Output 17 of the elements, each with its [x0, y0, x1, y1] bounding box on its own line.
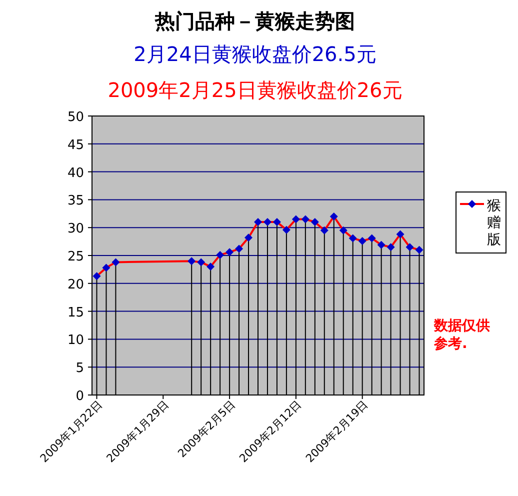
y-tick-label: 0: [76, 389, 84, 404]
text: 数据仅供参考.: [433, 318, 490, 352]
y-tick-label: 50: [67, 110, 84, 125]
legend: 猴赠版: [456, 192, 506, 254]
legend-label: 猴赠版: [487, 198, 501, 248]
y-tick-label: 25: [67, 250, 84, 264]
y-tick-label: 5: [76, 361, 84, 376]
y-tick-label: 40: [67, 166, 84, 181]
text: 2009年2月25日黄猴收盘价26元: [108, 78, 402, 102]
y-tick-label: 35: [67, 194, 84, 209]
y-tick-label: 15: [67, 305, 84, 320]
y-tick-label: 20: [67, 277, 84, 292]
y-tick-label: 45: [67, 138, 84, 153]
chart-title: 热门品种－黄猴走势图: [154, 9, 355, 33]
chart-subtitle: 2月24日黄猴收盘价26.5元: [134, 42, 376, 66]
y-tick-label: 10: [67, 333, 84, 348]
y-tick-label: 30: [67, 222, 84, 237]
